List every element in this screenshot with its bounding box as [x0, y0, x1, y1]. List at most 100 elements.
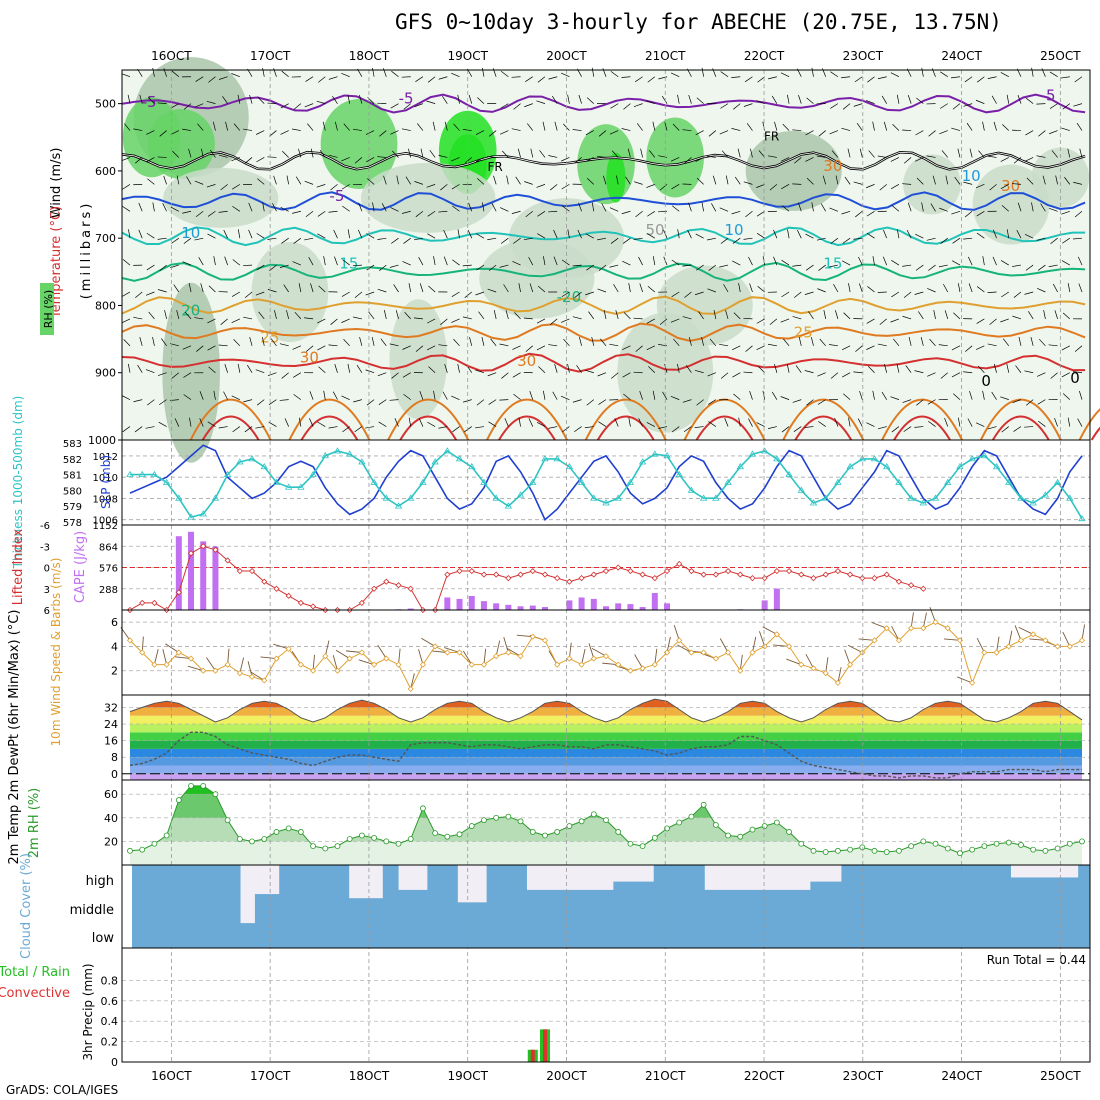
y-tick-label: 1000 — [88, 434, 116, 447]
wind-barb — [991, 95, 997, 104]
wind-barb — [440, 318, 448, 325]
wind-barb — [877, 76, 887, 80]
wind-speed-marker — [993, 649, 1000, 656]
wind-barb — [969, 148, 973, 158]
wind-barb — [358, 659, 375, 666]
isotherm-label: -5 — [1041, 86, 1056, 104]
wind-barb — [646, 184, 655, 188]
wind-barb — [915, 233, 924, 239]
wind-barb — [500, 103, 509, 109]
wind-barb — [865, 100, 875, 104]
wind-barb — [420, 148, 424, 158]
wind-barb — [879, 318, 887, 325]
wind-barb — [402, 372, 411, 378]
wind-barb — [213, 256, 216, 266]
lifted-index-marker — [786, 567, 793, 575]
precip-convective-bar — [542, 1029, 547, 1062]
wind-barb — [672, 123, 680, 131]
wind-barb — [780, 396, 790, 400]
thickness-marker — [699, 494, 708, 501]
x-tick-label-bottom: 24OCT — [941, 1069, 982, 1083]
y-left-tick-label: 583 — [63, 439, 82, 450]
cape-bar — [407, 608, 414, 610]
lifted-index-marker — [761, 575, 768, 582]
wind-barb — [682, 399, 692, 403]
wind-barb — [795, 365, 802, 373]
wind-speed-marker — [517, 653, 524, 660]
wind-barb — [929, 338, 936, 347]
wind-barb — [269, 130, 277, 137]
wind-speed-marker — [847, 661, 854, 668]
lifted-index-marker — [676, 560, 683, 568]
wind-barb — [248, 229, 253, 239]
thickness-marker — [126, 470, 134, 478]
wind-barb — [609, 207, 619, 212]
wind-barb — [842, 372, 851, 378]
rh-fill-region — [646, 117, 704, 198]
wind-barb — [478, 311, 485, 320]
wind-barb — [914, 426, 924, 428]
wind-barb — [771, 391, 778, 400]
wind-barb — [305, 76, 314, 82]
rh-marker — [127, 847, 133, 854]
x-tick-label-bottom: 16OCT — [151, 1069, 192, 1083]
wind-barb — [952, 237, 961, 244]
wind-barb — [701, 67, 704, 77]
wind-barb — [677, 363, 680, 373]
diurnal-isotherm-arc — [695, 415, 754, 441]
wind-barb — [183, 394, 192, 400]
wind-barb — [427, 421, 436, 427]
rh-marker — [249, 838, 255, 845]
wind-barb — [954, 176, 961, 185]
isotherm-label: -5 — [329, 187, 344, 205]
cape-bar — [627, 604, 634, 610]
wind-barb — [848, 283, 851, 293]
wind-barb — [281, 237, 289, 244]
wind-barb — [574, 157, 582, 164]
wind-barb — [989, 318, 997, 325]
wind-barb — [457, 94, 460, 104]
wind-barb — [500, 207, 509, 212]
wind-barb — [1013, 291, 1022, 298]
wind-barb — [734, 176, 741, 185]
wind-barb — [576, 365, 582, 373]
isotherm-label: 10 — [181, 224, 200, 242]
wind-barb — [366, 399, 375, 406]
thickness-marker — [638, 458, 647, 465]
wind-barb — [829, 130, 839, 135]
wind-barb — [419, 391, 424, 400]
wind-speed-marker — [981, 649, 988, 656]
wind-barb — [317, 345, 326, 351]
wind-barb — [1074, 211, 1083, 218]
y-tick-label: 4 — [111, 640, 118, 653]
wind-barb — [237, 363, 241, 373]
ylabel-wind: Wind (m/s) — [49, 148, 64, 219]
rh-marker — [786, 829, 792, 835]
wind-speed-marker — [639, 665, 646, 672]
wind-barb — [170, 103, 179, 109]
wind-speed-marker — [700, 649, 707, 656]
x-tick-label-bottom: 20OCT — [546, 1069, 587, 1083]
wind-barb — [720, 71, 729, 78]
wind-barb — [816, 237, 826, 241]
lifted-index-marker — [773, 567, 780, 575]
rh-marker — [993, 840, 1000, 847]
wind-barb — [811, 202, 814, 212]
wind-barb — [847, 148, 851, 158]
wind-barb — [379, 130, 387, 137]
wind-barb — [866, 345, 875, 350]
wind-barb — [1043, 310, 1046, 319]
cape-bar — [200, 541, 207, 610]
rh-marker — [847, 846, 854, 853]
wind-barb — [695, 157, 704, 162]
diurnal-isotherm-arc — [201, 415, 260, 441]
wind-barb — [304, 317, 314, 320]
wind-barb — [991, 391, 997, 400]
wind-barb — [231, 73, 240, 78]
wind-barb — [616, 175, 619, 185]
panel-frames — [121, 69, 1091, 1063]
isotherm-label: 30 — [823, 157, 842, 175]
wind-barb — [549, 184, 558, 191]
